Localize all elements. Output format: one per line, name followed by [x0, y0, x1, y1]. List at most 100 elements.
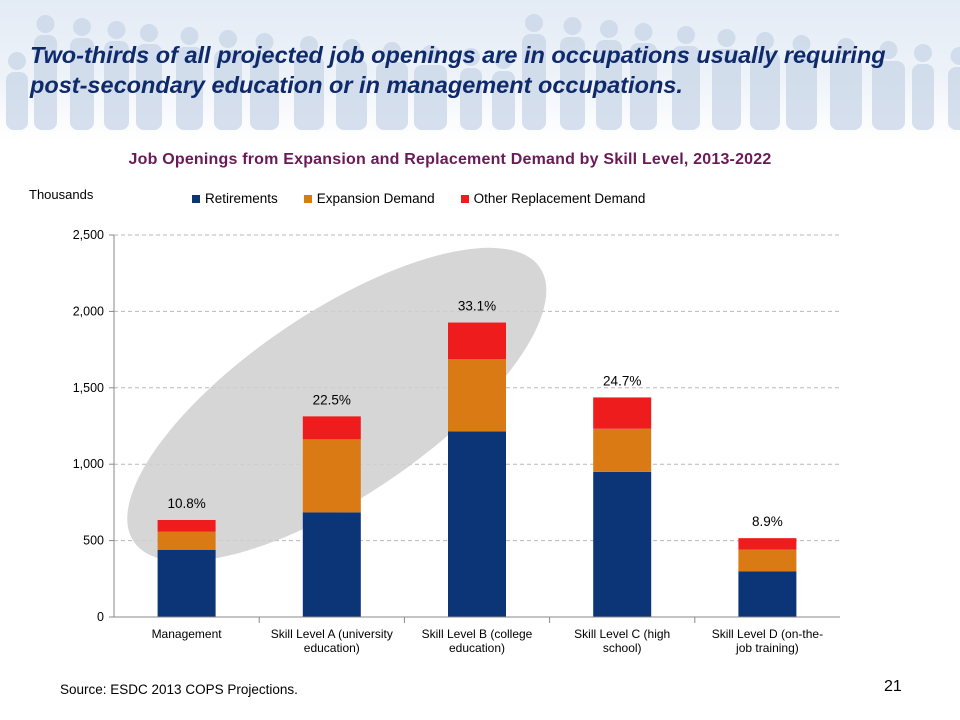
silhouette-head — [219, 30, 237, 48]
silhouette-body — [6, 72, 28, 130]
silhouette-body — [948, 67, 960, 130]
silhouette-head — [140, 24, 158, 42]
legend-item-retirements: Retirements — [192, 191, 278, 206]
silhouette-body — [492, 71, 515, 130]
silhouette-body — [294, 56, 324, 130]
silhouette-body — [830, 58, 862, 130]
silhouette-head — [879, 41, 898, 59]
bar-segment — [302, 416, 361, 440]
x-tick-label: Skill Level B (college — [422, 627, 533, 641]
silhouette-body — [460, 68, 482, 130]
source-note: Source: ESDC 2013 COPS Projections. — [60, 682, 298, 697]
silhouette-head — [107, 21, 126, 39]
silhouette-head — [462, 48, 480, 66]
bar-segment — [448, 322, 506, 360]
silhouette-head — [677, 26, 695, 44]
data-label: 10.8% — [167, 496, 205, 511]
y-tick-label: 1,500 — [73, 381, 104, 395]
silhouette-head — [300, 36, 318, 54]
silhouette-head — [634, 23, 653, 41]
legend-label-other-replacement-demand: Other Replacement Demand — [473, 191, 646, 206]
data-label: 8.9% — [752, 514, 783, 529]
legend-label-retirements: Retirements — [205, 191, 278, 206]
silhouette-body — [750, 52, 780, 130]
silhouette-head — [494, 51, 513, 69]
chart-title: Job Openings from Expansion and Replacem… — [128, 151, 772, 168]
data-label: 33.1% — [458, 299, 496, 314]
bar-segment — [448, 359, 506, 432]
silhouette-head — [914, 44, 932, 62]
silhouette-head — [342, 39, 361, 57]
bar-segment — [302, 512, 361, 617]
silhouette-group — [6, 14, 960, 130]
y-tick-label: 2,500 — [73, 228, 104, 242]
silhouette-head — [950, 47, 960, 65]
y-tick-label: 0 — [97, 610, 104, 624]
legend-item-other-replacement-demand: Other Replacement Demand — [460, 191, 646, 206]
bar-segment — [157, 549, 216, 617]
legend-swatch-expansion-demand — [303, 194, 312, 203]
bar-segment — [738, 538, 797, 550]
silhouette-head — [8, 52, 26, 70]
silhouette-head — [180, 27, 199, 45]
silhouette-head — [792, 35, 811, 53]
bar-segment — [738, 571, 797, 617]
silhouette-body — [630, 43, 657, 130]
x-tick-label: school) — [603, 641, 642, 655]
silhouette-head — [255, 33, 274, 51]
bar-segment — [593, 397, 652, 429]
people-silhouettes-image — [6, 14, 960, 130]
x-tick-label: education) — [304, 641, 360, 655]
slide-headline: Two-thirds of all projected job openings… — [30, 42, 886, 98]
y-tick-label: 500 — [83, 534, 104, 548]
bar-segment — [157, 519, 216, 532]
silhouette-head — [756, 32, 774, 50]
silhouette-head — [73, 18, 91, 36]
silhouette-body — [596, 40, 622, 130]
x-tick-label: Skill Level A (university — [271, 627, 393, 641]
silhouette-head — [600, 20, 618, 38]
silhouette-head — [421, 45, 440, 63]
bar-segment — [302, 439, 361, 513]
bar-segment — [157, 531, 216, 550]
legend-label-expansion-demand: Expansion Demand — [316, 191, 435, 206]
silhouette-body — [214, 50, 242, 130]
bar-segment — [738, 549, 797, 572]
silhouette-head — [383, 42, 401, 60]
x-tick-label: Management — [152, 627, 223, 641]
y-tick-label: 2,000 — [73, 304, 104, 318]
x-tick-label: Skill Level D (on-the- — [712, 627, 823, 641]
silhouette-head — [717, 29, 736, 47]
silhouette-body — [786, 55, 817, 130]
y-tick-label: 1,000 — [73, 457, 104, 471]
data-label: 22.5% — [313, 392, 351, 407]
x-tick-label: Skill Level C (high — [574, 627, 670, 641]
silhouette-body — [34, 35, 57, 130]
silhouette-body — [872, 61, 905, 130]
silhouette-body — [672, 46, 700, 130]
silhouette-head — [525, 14, 543, 32]
silhouette-body — [136, 44, 162, 130]
silhouette-body — [336, 59, 367, 130]
silhouette-body — [712, 49, 741, 130]
silhouette-body — [176, 47, 203, 130]
silhouette-body — [104, 41, 129, 130]
silhouette-body — [912, 64, 934, 130]
highlight-ellipse — [127, 247, 547, 562]
silhouette-body — [70, 38, 94, 130]
silhouette-body — [376, 62, 408, 130]
legend-item-expansion-demand: Expansion Demand — [303, 191, 435, 206]
silhouette-body — [250, 53, 279, 130]
bar-segment — [448, 431, 506, 617]
silhouette-body — [522, 34, 546, 130]
silhouette-head — [563, 17, 582, 35]
silhouette-body — [560, 37, 585, 130]
bar-segment — [593, 428, 652, 472]
silhouette-head — [36, 15, 55, 33]
chart-legend: Retirements Expansion Demand Other Repla… — [192, 191, 645, 206]
legend-swatch-retirements — [192, 194, 200, 203]
legend-swatch-other-replacement-demand — [460, 194, 469, 203]
x-tick-label: education) — [449, 641, 505, 655]
bar-segment — [593, 471, 652, 617]
